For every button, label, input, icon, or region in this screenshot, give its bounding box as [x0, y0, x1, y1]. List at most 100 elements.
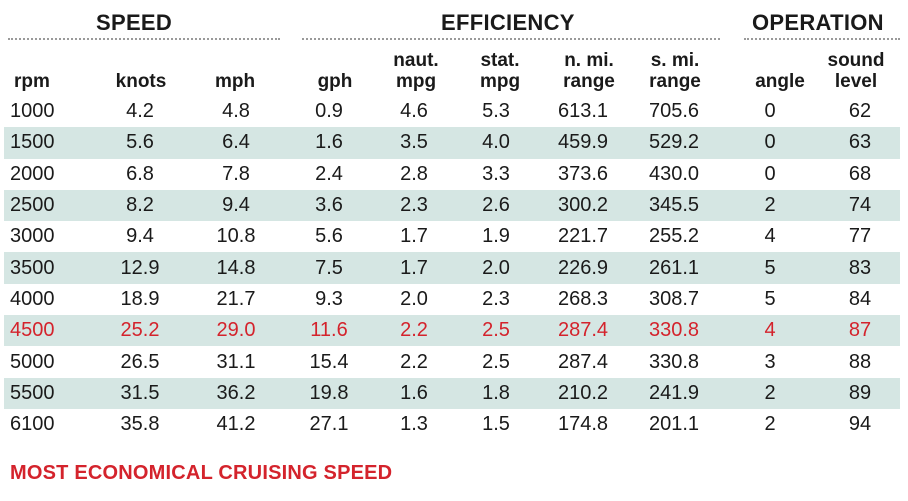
- cell-naut-mpg: 4.6: [400, 100, 428, 123]
- cell-gph: 1.6: [284, 127, 374, 159]
- footnote-most-economical: MOST ECONOMICAL CRUISING SPEED: [10, 462, 393, 484]
- cell-angle: 0: [720, 127, 820, 159]
- column-header-sound-level: sound level: [827, 50, 885, 92]
- cell-stat-mpg: 1.5: [482, 413, 510, 436]
- cell-mph: 41.2: [216, 413, 256, 436]
- cell-stat-mpg: 2.3: [482, 287, 510, 310]
- cell-n-mi-range: 221.7: [557, 225, 609, 248]
- table-row: 2500 8.2 9.4 3.6 2.3 2.6 300.2 345.5 2 74: [4, 189, 900, 222]
- cell-n-mi-range: 226.9: [538, 252, 628, 284]
- cell-mph: 7.8: [222, 162, 250, 185]
- cell-knots: 25.2: [92, 315, 188, 347]
- group-rule-efficiency: [302, 38, 720, 40]
- table-row: 3500 12.9 14.8 7.5 1.7 2.0 226.9 261.1 5 83: [4, 252, 900, 284]
- cell-s-mi-range: 308.7: [648, 287, 700, 310]
- column-header-knots: knots: [115, 71, 167, 92]
- column-header-s-mi-range: s. mi. range: [649, 50, 701, 92]
- cell-n-mi-range: 373.6: [557, 162, 609, 185]
- cell-stat-mpg: 5.3: [482, 100, 510, 123]
- cell-knots: 9.4: [126, 225, 154, 248]
- cell-sound-level: 89: [820, 377, 900, 409]
- cell-knots: 35.8: [120, 413, 160, 436]
- column-header-rpm: rpm: [14, 71, 50, 92]
- cell-rpm: 4500: [4, 315, 92, 347]
- column-header-angle: angle: [755, 71, 805, 92]
- cell-gph: 0.9: [315, 100, 343, 123]
- cell-sound-level: 63: [820, 127, 900, 159]
- cell-sound-level: 74: [820, 189, 900, 222]
- cell-s-mi-range: 201.1: [648, 413, 700, 436]
- cell-gph: 15.4: [309, 350, 349, 373]
- cell-mph: 29.0: [188, 315, 284, 347]
- cell-s-mi-range: 529.2: [628, 127, 720, 159]
- cell-n-mi-range: 300.2: [538, 189, 628, 222]
- cell-s-mi-range: 330.8: [628, 315, 720, 347]
- cell-rpm: 2000: [10, 162, 55, 185]
- cell-mph: 21.7: [216, 287, 256, 310]
- cell-n-mi-range: 459.9: [538, 127, 628, 159]
- cell-s-mi-range: 705.6: [648, 100, 700, 123]
- cell-naut-mpg: 2.3: [374, 189, 454, 222]
- cell-rpm: 6100: [10, 413, 55, 436]
- column-header-stat-mpg: stat. mpg: [479, 50, 521, 92]
- table-row: 1500 5.6 6.4 1.6 3.5 4.0 459.9 529.2 0 63: [4, 127, 900, 159]
- cell-stat-mpg: 4.0: [454, 127, 538, 159]
- cell-rpm: 1500: [4, 127, 92, 159]
- cell-sound-level: 77: [848, 225, 872, 248]
- cell-rpm: 2500: [4, 189, 92, 222]
- cell-knots: 26.5: [120, 350, 160, 373]
- cell-rpm: 1000: [10, 100, 55, 123]
- cell-knots: 4.2: [126, 100, 154, 123]
- cell-sound-level: 94: [848, 413, 872, 436]
- cell-angle: 0: [764, 162, 776, 185]
- cell-gph: 19.8: [284, 377, 374, 409]
- cell-angle: 2: [720, 377, 820, 409]
- cell-n-mi-range: 613.1: [557, 100, 609, 123]
- cell-mph: 10.8: [216, 225, 256, 248]
- table-row: 1000 4.2 4.8 0.9 4.6 5.3 613.1 705.6 0 62: [4, 96, 900, 127]
- cell-n-mi-range: 287.4: [538, 315, 628, 347]
- cell-naut-mpg: 2.0: [400, 287, 428, 310]
- cell-naut-mpg: 2.2: [374, 315, 454, 347]
- cell-n-mi-range: 210.2: [538, 377, 628, 409]
- column-header-n-mi-range: n. mi. range: [563, 50, 615, 92]
- cell-stat-mpg: 1.9: [482, 225, 510, 248]
- column-header-mph: mph: [214, 71, 256, 92]
- cell-rpm: 5500: [4, 377, 92, 409]
- cell-mph: 14.8: [188, 252, 284, 284]
- cell-s-mi-range: 261.1: [628, 252, 720, 284]
- cell-angle: 2: [720, 189, 820, 222]
- cell-stat-mpg: 3.3: [482, 162, 510, 185]
- cell-naut-mpg: 1.3: [400, 413, 428, 436]
- cell-knots: 31.5: [92, 377, 188, 409]
- group-rule-operation: [744, 38, 900, 40]
- cell-s-mi-range: 430.0: [648, 162, 700, 185]
- group-rule-speed: [8, 38, 280, 40]
- cell-mph: 36.2: [188, 377, 284, 409]
- cell-rpm: 3500: [4, 252, 92, 284]
- table-row: 4000 18.9 21.7 9.3 2.0 2.3 268.3 308.7 5 84: [4, 284, 900, 315]
- cell-gph: 7.5: [284, 252, 374, 284]
- table-body: 1000 4.2 4.8 0.9 4.6 5.3 613.1 705.6 0 62 1500 5.6 6…: [4, 96, 900, 440]
- table-row: 6100 35.8 41.2 27.1 1.3 1.5 174.8 201.1 2 94: [4, 409, 900, 440]
- cell-sound-level: 83: [820, 252, 900, 284]
- cell-naut-mpg: 1.7: [400, 225, 428, 248]
- cell-sound-level: 84: [848, 287, 872, 310]
- cell-gph: 27.1: [309, 413, 349, 436]
- cell-angle: 3: [764, 350, 776, 373]
- cell-n-mi-range: 287.4: [557, 350, 609, 373]
- cell-mph: 31.1: [216, 350, 256, 373]
- cell-knots: 12.9: [92, 252, 188, 284]
- cell-mph: 4.8: [222, 100, 250, 123]
- performance-table: 1000 4.2 4.8 0.9 4.6 5.3 613.1 705.6 0 62 1500 5.6 6…: [4, 96, 900, 440]
- cell-rpm: 5000: [10, 350, 55, 373]
- cell-naut-mpg: 2.8: [400, 162, 428, 185]
- group-title-speed: SPEED: [96, 10, 173, 35]
- table-row: 4500 25.2 29.0 11.6 2.2 2.5 287.4 330.8 4 87: [4, 315, 900, 347]
- table-row: 3000 9.4 10.8 5.6 1.7 1.9 221.7 255.2 4 77: [4, 221, 900, 252]
- cell-sound-level: 87: [820, 315, 900, 347]
- cell-rpm: 3000: [10, 225, 55, 248]
- cell-sound-level: 68: [848, 162, 872, 185]
- cell-angle: 0: [764, 100, 776, 123]
- group-title-efficiency: EFFICIENCY: [441, 10, 575, 35]
